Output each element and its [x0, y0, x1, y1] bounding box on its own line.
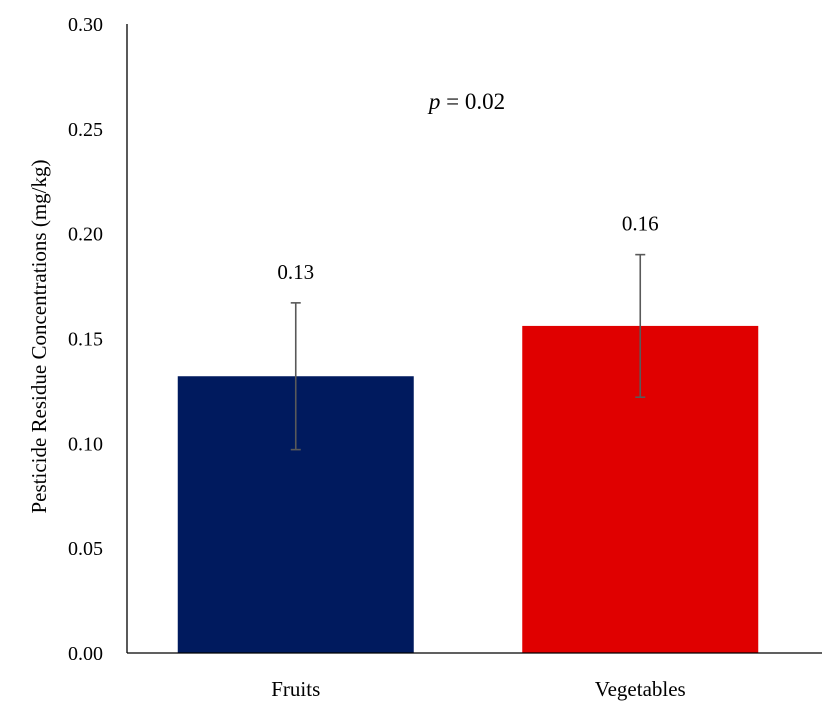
- y-tick-label: 0.25: [68, 119, 103, 141]
- category-label-vegetables: Vegetables: [595, 677, 686, 701]
- p-symbol: p: [427, 89, 441, 114]
- bars: [178, 326, 759, 653]
- y-tick-label: 0.15: [68, 329, 103, 351]
- data-label-vegetables: 0.16: [622, 212, 659, 236]
- y-tick-label: 0.30: [68, 14, 103, 36]
- y-tick-label: 0.00: [68, 643, 103, 665]
- y-axis-title: Pesticide Residue Concentrations (mg/kg): [27, 159, 51, 513]
- y-tick-label: 0.05: [68, 538, 103, 560]
- y-tick-label: 0.10: [68, 433, 103, 455]
- category-label-fruits: Fruits: [271, 677, 320, 701]
- p-value-text: = 0.02: [440, 89, 505, 114]
- y-tick-label: 0.20: [68, 224, 103, 246]
- data-labels: 0.13 0.16: [277, 212, 658, 284]
- p-value-annotation: p = 0.02: [427, 89, 505, 114]
- y-tick-labels: 0.00 0.05 0.10 0.15 0.20 0.25 0.30: [68, 14, 103, 665]
- category-labels: Fruits Vegetables: [271, 677, 685, 701]
- data-label-fruits: 0.13: [277, 260, 314, 284]
